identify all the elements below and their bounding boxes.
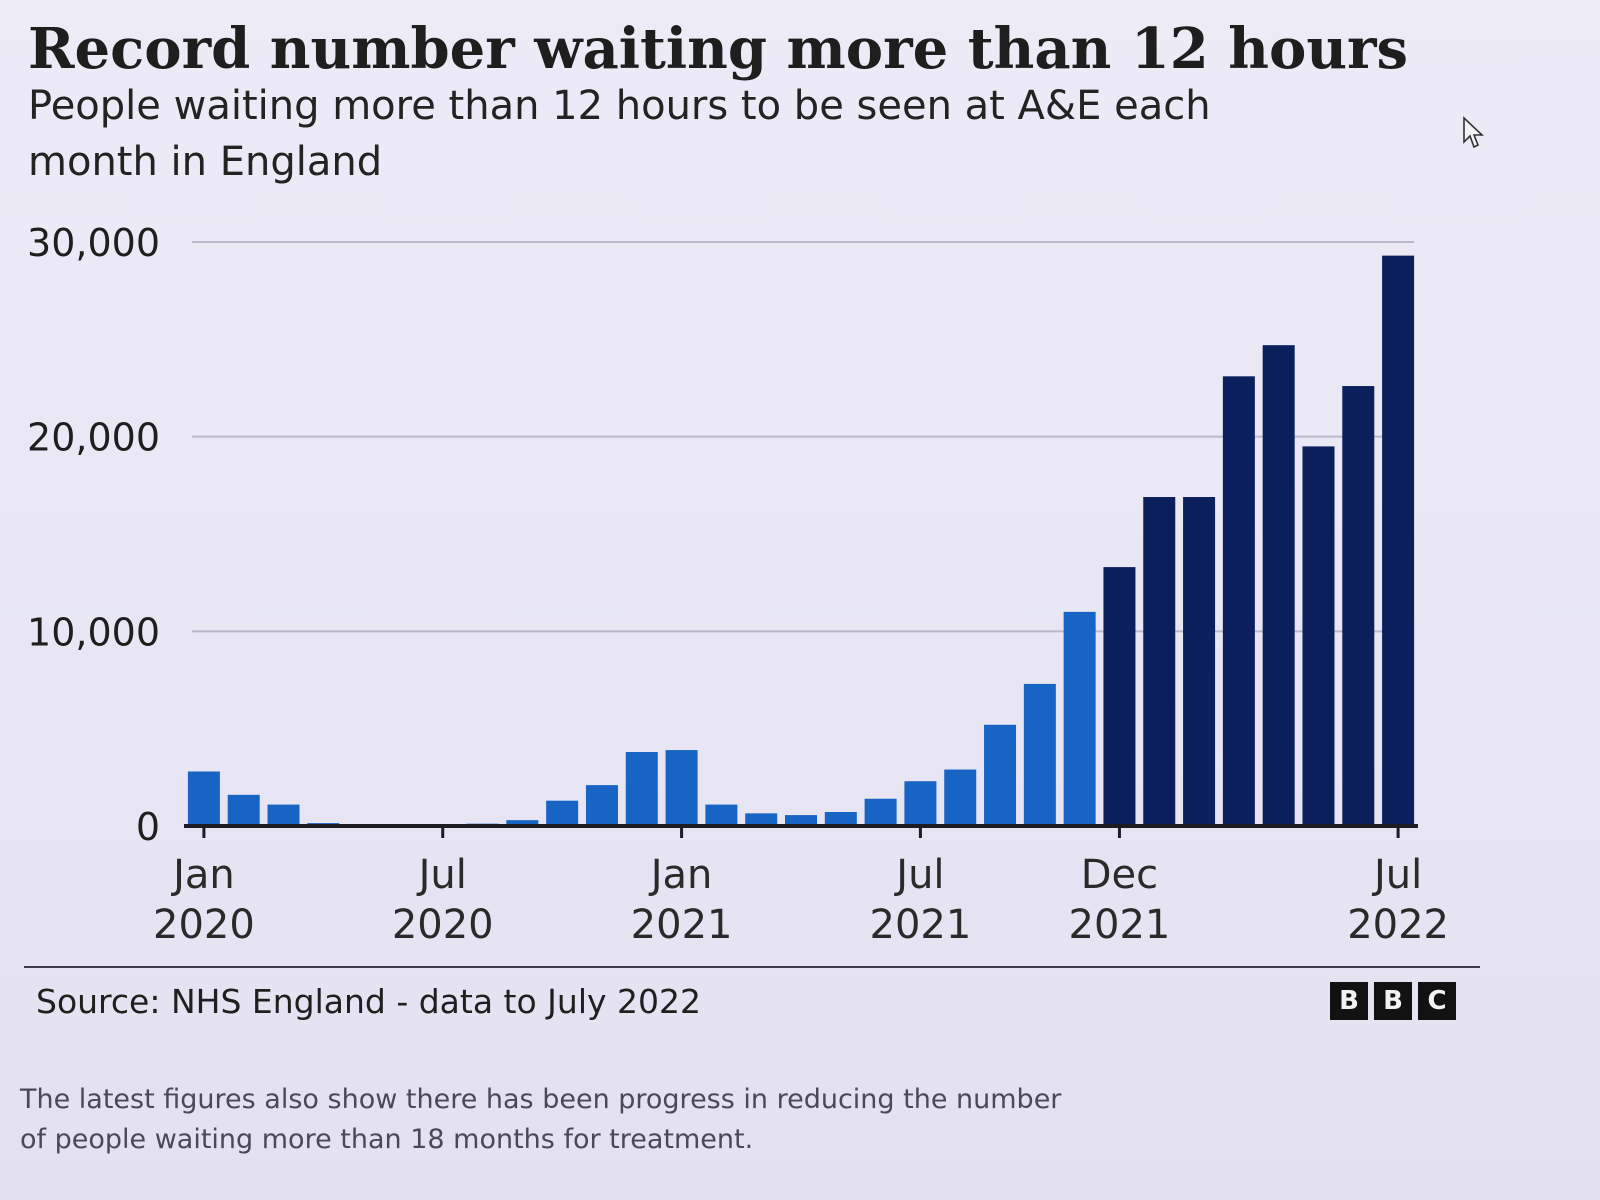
- bar-2020-03: [267, 804, 300, 826]
- bar-2022-05: [1302, 446, 1335, 826]
- x-tick-year-2021-01: 2021: [631, 902, 733, 948]
- source-note: Source: NHS England - data to July 2022: [36, 982, 701, 1021]
- bar-2021-10: [1023, 683, 1056, 826]
- bars: [187, 255, 1415, 827]
- y-tick-label-30000: 30,000: [27, 221, 160, 265]
- chart-title: Record number waiting more than 12 hours: [28, 16, 1409, 82]
- bar-2022-02: [1183, 497, 1216, 826]
- x-tick-month-2021-07: Jul: [893, 852, 944, 898]
- bar-2020-01: [187, 771, 220, 826]
- bar-2021-05: [824, 811, 857, 826]
- x-tick-year-2022-07: 2022: [1347, 902, 1449, 948]
- bar-2021-12: [1103, 567, 1136, 826]
- logo-letter-c: C: [1418, 982, 1456, 1020]
- bar-2021-09: [984, 724, 1017, 826]
- x-tick-year-2021-07: 2021: [870, 902, 972, 948]
- x-tick-year-2020-01: 2020: [153, 902, 255, 948]
- mouse-cursor-icon: [1463, 116, 1485, 149]
- x-tick-month-2020-01: Jan: [170, 852, 235, 898]
- bar-2021-02: [705, 804, 738, 826]
- x-tick-month-2020-07: Jul: [416, 852, 467, 898]
- bar-2022-01: [1143, 497, 1176, 826]
- logo-letter-b1: B: [1330, 982, 1368, 1020]
- bbc-logo: B B C: [1330, 982, 1456, 1020]
- bar-2020-10: [546, 800, 579, 826]
- footer-divider: [24, 966, 1480, 968]
- x-tick-month-2021-01: Jan: [648, 852, 713, 898]
- bar-2021-04: [785, 815, 817, 826]
- bar-2022-07: [1382, 255, 1415, 827]
- x-tick-month-2021-12: Dec: [1081, 852, 1158, 898]
- x-tick-year-2021-12: 2021: [1069, 902, 1171, 948]
- bar-2021-03: [745, 813, 778, 826]
- bar-2022-04: [1262, 345, 1295, 826]
- bar-2021-11: [1063, 611, 1096, 826]
- bar-2021-01: [665, 750, 698, 826]
- logo-letter-b2: B: [1374, 982, 1412, 1020]
- article-caption: The latest figures also show there has b…: [20, 1084, 1062, 1155]
- bar-2021-07: [904, 781, 937, 826]
- bar-2022-06: [1342, 386, 1375, 826]
- bar-2020-09: [506, 820, 539, 826]
- bar-2020-12: [625, 752, 658, 826]
- y-tick-label-10000: 10,000: [27, 610, 160, 654]
- y-tick-label-20000: 20,000: [27, 416, 160, 460]
- x-tick-year-2020-07: 2020: [392, 902, 494, 948]
- x-tick-month-2022-07: Jul: [1371, 852, 1422, 898]
- tick-labels: 010,00020,00030,000Jan2020Jul2020Jan2021…: [27, 221, 1449, 948]
- y-tick-label-0: 0: [136, 805, 160, 849]
- x-axis: [184, 824, 1418, 838]
- bar-2022-03: [1222, 376, 1255, 826]
- bar-2020-02: [227, 794, 260, 826]
- bar-2020-11: [585, 785, 618, 826]
- bar-2021-08: [944, 769, 977, 826]
- chart-subtitle: People waiting more than 12 hours to be …: [28, 83, 1211, 185]
- bar-2021-06: [864, 798, 897, 826]
